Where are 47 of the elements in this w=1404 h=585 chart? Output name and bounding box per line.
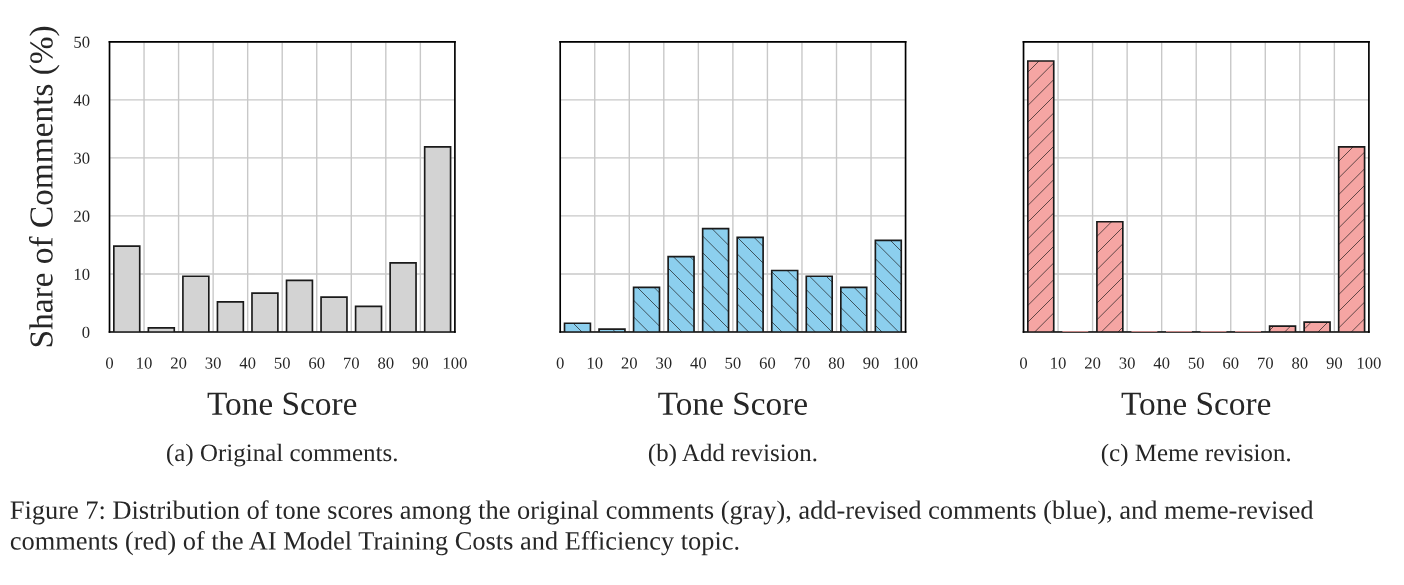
x-tick-label: 90 — [863, 357, 879, 369]
x-tick-label: 30 — [656, 357, 672, 369]
x-tick-label: 30 — [1119, 357, 1135, 369]
y-tick-label: 30 — [74, 152, 90, 164]
x-tick-label: 50 — [1188, 357, 1204, 369]
x-tick-label: 60 — [759, 357, 776, 369]
x-tick-label: 10 — [137, 357, 152, 369]
x-tick-label: 80 — [378, 357, 394, 369]
y-tick-label: 20 — [74, 210, 90, 222]
x-tick-label: 80 — [828, 357, 845, 369]
x-tick-label: 0 — [105, 357, 114, 369]
x-tick-label: 0 — [556, 357, 564, 369]
text: (c) Meme revision. — [1101, 443, 1291, 467]
x-tick-label: 40 — [239, 357, 256, 369]
x-tick-label: 90 — [412, 357, 429, 369]
x-tick-label: 70 — [794, 357, 810, 369]
x-tick-label: 90 — [1326, 357, 1343, 369]
x-tick-label: 20 — [170, 357, 187, 369]
x-tick-label: 10 — [587, 357, 603, 369]
x-tick-label: 80 — [1292, 357, 1308, 369]
x-tick-label: 10 — [1051, 357, 1066, 369]
x-tick-label: 40 — [1153, 357, 1170, 369]
y-axis-title: Share of Comments (%) — [28, 26, 60, 347]
x-tick-label: 30 — [205, 357, 221, 369]
x-tick-label: 60 — [1223, 357, 1239, 369]
x-tick-label: 100 — [443, 357, 467, 369]
x-tick-label: 0 — [1019, 357, 1028, 369]
x-tick-label: 60 — [309, 357, 325, 369]
x-axis-title: Tone Score — [1121, 392, 1271, 415]
x-tick-label: 70 — [344, 357, 359, 369]
x-tick-label: 40 — [690, 357, 707, 369]
x-axis-title: Tone Score — [658, 392, 807, 415]
text: (a) Original comments. — [167, 443, 397, 467]
caption: Figure 7: Distribution of tone scores among the original comments (gray), add-revised comments (blue), and meme-revised comments (red) of the AI Model Training Costs and Efficiency topic. — [10, 500, 1314, 556]
x-tick-label: 20 — [621, 357, 637, 369]
x-tick-label: 50 — [274, 357, 290, 369]
y-tick-label: 10 — [74, 268, 90, 280]
x-tick-label: 100 — [894, 357, 918, 369]
x-tick-label: 50 — [725, 357, 741, 369]
x-tick-label: 70 — [1258, 357, 1273, 369]
x-tick-label: 100 — [1357, 357, 1381, 369]
x-tick-label: 20 — [1084, 357, 1101, 369]
y-tick-label: 50 — [74, 36, 90, 48]
y-tick-label: 40 — [73, 94, 90, 106]
y-tick-label: 0 — [82, 326, 90, 338]
text: (b) Add revision. — [648, 443, 817, 467]
x-axis-title: Tone Score — [207, 392, 357, 415]
